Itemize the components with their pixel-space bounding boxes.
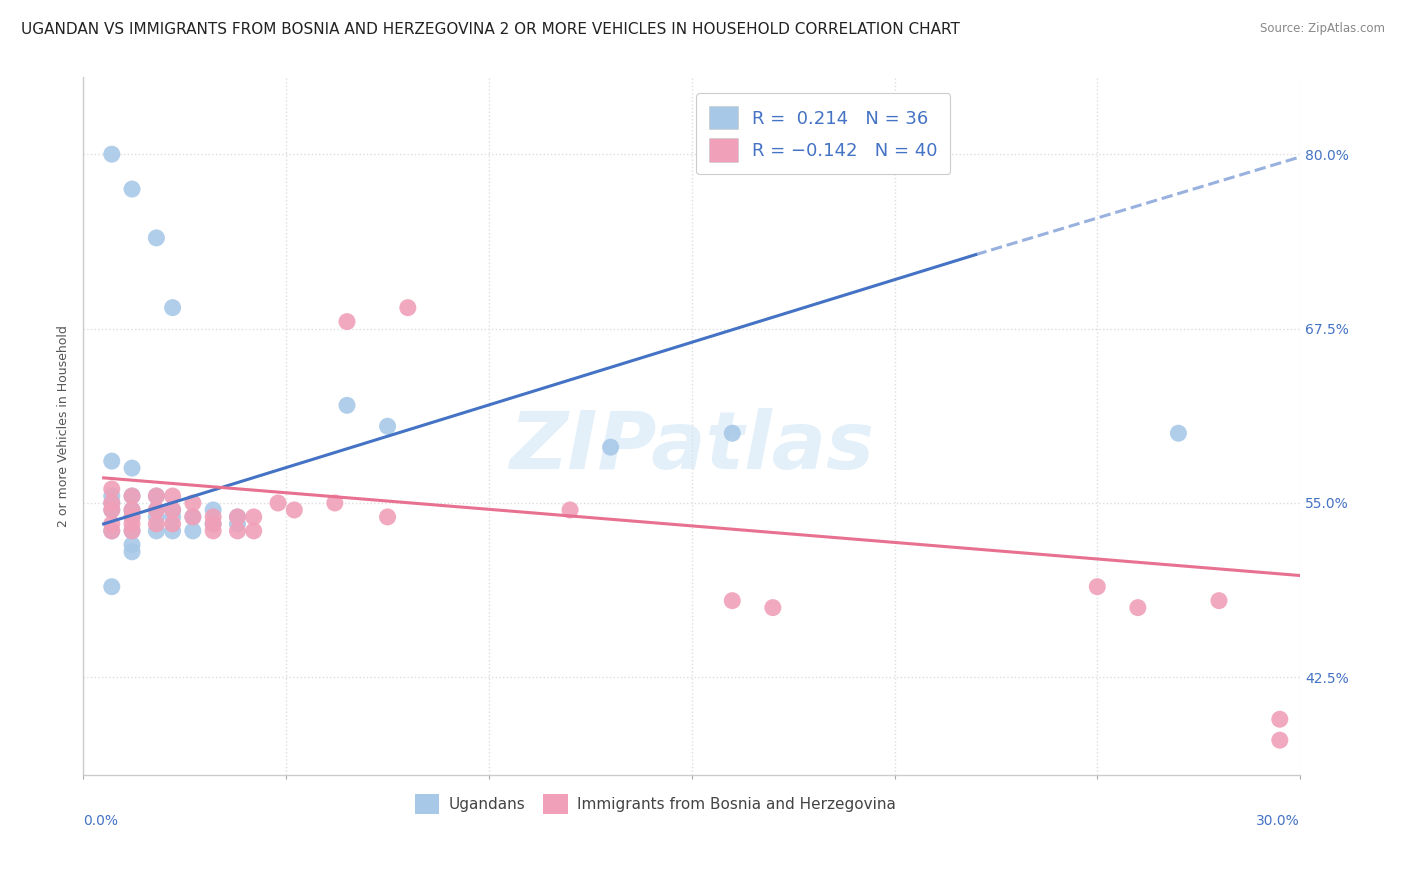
Point (100, 496, 122, 510)
Point (100, 503, 122, 517)
Point (1268, 712, 1291, 726)
Point (121, 545, 143, 559)
Point (323, 496, 346, 510)
Point (226, 510, 249, 524)
Point (145, 503, 167, 517)
Point (283, 503, 305, 517)
Text: ZIPatlas: ZIPatlas (509, 409, 875, 486)
Text: 0.0%: 0.0% (83, 814, 118, 828)
Point (100, 524, 122, 538)
Point (145, 503, 167, 517)
Point (242, 524, 264, 538)
Point (121, 510, 143, 524)
Point (202, 516, 225, 531)
Point (1085, 580, 1108, 594)
Text: UGANDAN VS IMMIGRANTS FROM BOSNIA AND HERZEGOVINA 2 OR MORE VEHICLES IN HOUSEHOL: UGANDAN VS IMMIGRANTS FROM BOSNIA AND HE… (21, 22, 960, 37)
Point (162, 510, 184, 524)
Y-axis label: 2 or more Vehicles in Household: 2 or more Vehicles in Household (58, 326, 70, 527)
Point (121, 510, 143, 524)
Point (162, 489, 184, 503)
Point (145, 489, 167, 503)
Text: Source: ZipAtlas.com: Source: ZipAtlas.com (1260, 22, 1385, 36)
Point (100, 503, 122, 517)
Point (121, 489, 143, 503)
Point (145, 524, 167, 538)
Point (145, 510, 167, 524)
Point (396, 301, 419, 315)
Point (121, 524, 143, 538)
Point (1268, 733, 1291, 747)
Point (181, 524, 204, 538)
Point (100, 482, 122, 496)
Point (202, 510, 225, 524)
Point (181, 496, 204, 510)
Legend: Ugandans, Immigrants from Bosnia and Herzegovina: Ugandans, Immigrants from Bosnia and Her… (409, 788, 901, 820)
Point (145, 231, 167, 245)
Point (100, 524, 122, 538)
Point (336, 398, 359, 412)
Point (202, 516, 225, 531)
Point (100, 489, 122, 503)
Point (202, 503, 225, 517)
Point (242, 510, 264, 524)
Point (100, 496, 122, 510)
Point (162, 516, 184, 531)
Point (100, 454, 122, 468)
Point (226, 510, 249, 524)
Point (377, 510, 399, 524)
Point (100, 580, 122, 594)
Point (162, 503, 184, 517)
Point (202, 524, 225, 538)
Point (145, 489, 167, 503)
Point (162, 503, 184, 517)
Point (121, 503, 143, 517)
Point (100, 516, 122, 531)
Point (721, 426, 744, 441)
Point (121, 461, 143, 475)
Point (181, 510, 204, 524)
Point (226, 524, 249, 538)
Text: 30.0%: 30.0% (1257, 814, 1301, 828)
Point (599, 440, 621, 454)
Point (121, 538, 143, 552)
Point (336, 315, 359, 329)
Point (1126, 600, 1149, 615)
Point (100, 147, 122, 161)
Point (721, 593, 744, 607)
Point (162, 301, 184, 315)
Point (267, 496, 290, 510)
Point (121, 524, 143, 538)
Point (162, 524, 184, 538)
Point (145, 516, 167, 531)
Point (1208, 593, 1230, 607)
Point (762, 600, 785, 615)
Point (377, 419, 399, 434)
Point (121, 489, 143, 503)
Point (558, 503, 581, 517)
Point (181, 510, 204, 524)
Point (1167, 426, 1189, 441)
Point (226, 516, 249, 531)
Point (121, 503, 143, 517)
Point (121, 182, 143, 196)
Point (121, 516, 143, 531)
